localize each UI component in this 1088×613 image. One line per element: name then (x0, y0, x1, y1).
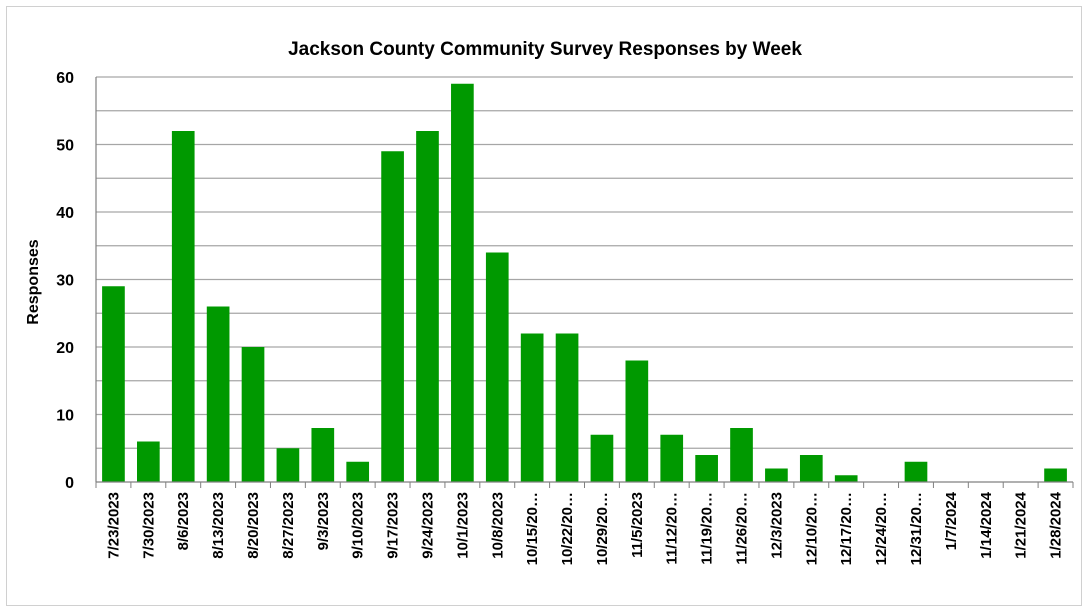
x-tick-label: 12/17/20… (838, 492, 855, 565)
x-tick-label: 8/6/2023 (175, 492, 192, 550)
x-tick-label: 11/26/20… (734, 492, 751, 565)
bar (346, 461, 370, 482)
chart-frame: Jackson County Community Survey Response… (6, 6, 1082, 606)
bar (765, 468, 788, 482)
y-axis-label: Responses (25, 239, 42, 324)
x-tick-label: 9/10/2023 (350, 492, 367, 559)
y-tick-labels: 0 10 20 30 40 50 60 (56, 70, 74, 492)
x-tick-label: 9/3/2023 (315, 492, 332, 550)
x-tick-label: 10/22/20… (559, 492, 576, 565)
x-tick-label: 1/28/2024 (1048, 491, 1065, 558)
y-tick-label: 10 (56, 408, 74, 425)
x-tick-label: 10/8/2023 (489, 492, 506, 559)
x-tick-label: 8/13/2023 (210, 492, 227, 559)
bar-chart: Jackson County Community Survey Response… (25, 39, 1074, 565)
bar (171, 131, 195, 482)
x-tick-label: 1/21/2024 (1013, 491, 1030, 558)
bar (590, 434, 614, 482)
x-tick-label: 8/27/2023 (280, 492, 297, 559)
bar (206, 306, 230, 482)
y-tick-label: 20 (56, 340, 74, 357)
bar (311, 428, 335, 482)
x-tick-label: 11/19/20… (699, 492, 716, 565)
x-tick-label: 12/24/20… (873, 492, 890, 565)
x-tick-label: 11/12/20… (664, 492, 681, 565)
x-tick-label: 8/20/2023 (245, 492, 262, 559)
x-tick-label: 12/3/2023 (768, 492, 785, 559)
bar (1044, 468, 1067, 482)
y-tick-label: 40 (56, 205, 74, 222)
x-tick-label: 1/14/2024 (978, 491, 995, 558)
y-tick-label: 60 (56, 70, 74, 87)
bar (102, 286, 125, 482)
x-tick-labels: 7/23/2023 7/30/2023 8/6/2023 8/13/2023 8/20/… (105, 491, 1064, 565)
bar (381, 151, 404, 482)
x-tick-label: 10/29/20… (594, 492, 611, 565)
bar (695, 455, 718, 482)
bar (136, 441, 160, 482)
bar (555, 333, 579, 482)
chart-title: Jackson County Community Survey Response… (288, 39, 802, 60)
bar (520, 333, 544, 482)
bar (416, 131, 439, 482)
x-tick-label: 12/10/20… (803, 492, 820, 565)
y-tick-label: 50 (56, 138, 74, 155)
bar (451, 83, 474, 482)
bar (834, 475, 858, 482)
bars (102, 83, 1067, 482)
x-tick-label: 11/5/2023 (629, 492, 646, 558)
y-tick-label: 0 (65, 475, 74, 492)
bar (625, 360, 649, 482)
x-tick-label: 1/7/2024 (943, 491, 960, 550)
bar (904, 461, 928, 482)
bar (241, 347, 265, 482)
bar (730, 428, 753, 482)
bar (660, 434, 684, 482)
x-tick-label: 9/17/2023 (385, 492, 402, 559)
x-tick-label: 7/30/2023 (140, 492, 157, 559)
bar (485, 252, 509, 482)
x-tick-label: 12/31/20… (908, 492, 925, 565)
bar (799, 455, 823, 482)
x-tick-label: 9/24/2023 (419, 492, 436, 559)
y-tick-label: 30 (56, 273, 74, 290)
bar (276, 448, 300, 482)
x-tick-label: 10/1/2023 (454, 492, 471, 559)
axes (95, 77, 1074, 488)
x-tick-label: 10/15/20… (524, 492, 541, 565)
x-tick-label: 7/23/2023 (105, 492, 122, 559)
